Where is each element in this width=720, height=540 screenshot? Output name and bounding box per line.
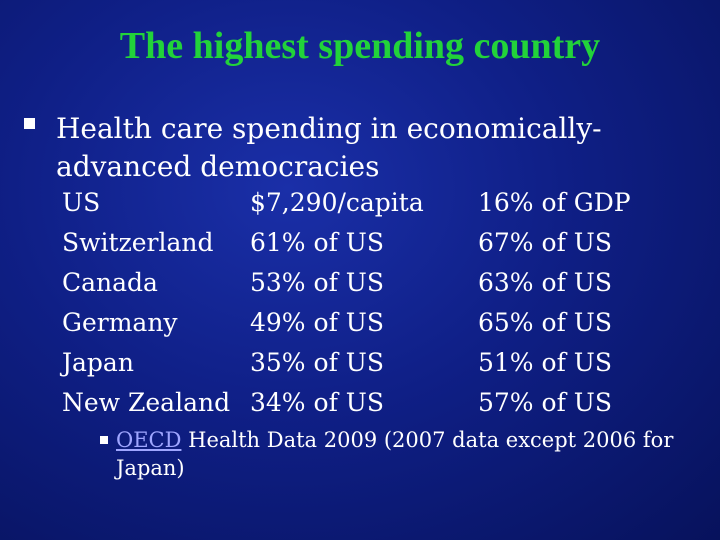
- country-cell: Germany: [62, 308, 178, 337]
- country-cell: Japan: [62, 348, 134, 377]
- gdp-cell: 67% of US: [478, 228, 612, 257]
- country-cell: US: [62, 188, 101, 217]
- gdp-cell: 65% of US: [478, 308, 612, 337]
- per-capita-cell: 49% of US: [250, 308, 384, 337]
- country-cell: Switzerland: [62, 228, 214, 257]
- country-cell: New Zealand: [62, 388, 231, 417]
- per-capita-cell: 53% of US: [250, 268, 384, 297]
- per-capita-cell: $7,290/capita: [250, 188, 424, 217]
- gdp-cell: 57% of US: [478, 388, 612, 417]
- gdp-cell: 16% of GDP: [478, 188, 631, 217]
- gdp-cell: 63% of US: [478, 268, 612, 297]
- oecd-link[interactable]: OECD: [116, 428, 182, 452]
- main-bullet-text: Health care spending in economically-adv…: [56, 112, 602, 183]
- per-capita-cell: 35% of US: [250, 348, 384, 377]
- country-cell: Canada: [62, 268, 158, 297]
- source-note: OECD Health Data 2009 (2007 data except …: [100, 426, 700, 482]
- source-note-detail: Health Data 2009 (2007 data except 2006 …: [116, 428, 674, 480]
- slide-title: The highest spending country: [119, 25, 601, 67]
- per-capita-cell: 61% of US: [250, 228, 384, 257]
- bullet-square-icon: [24, 118, 35, 129]
- bullet-square-icon: [100, 436, 108, 444]
- main-bullet: Health care spending in economically-adv…: [24, 110, 704, 186]
- source-note-text: OECD Health Data 2009 (2007 data except …: [116, 426, 700, 482]
- per-capita-cell: 34% of US: [250, 388, 384, 417]
- gdp-cell: 51% of US: [478, 348, 612, 377]
